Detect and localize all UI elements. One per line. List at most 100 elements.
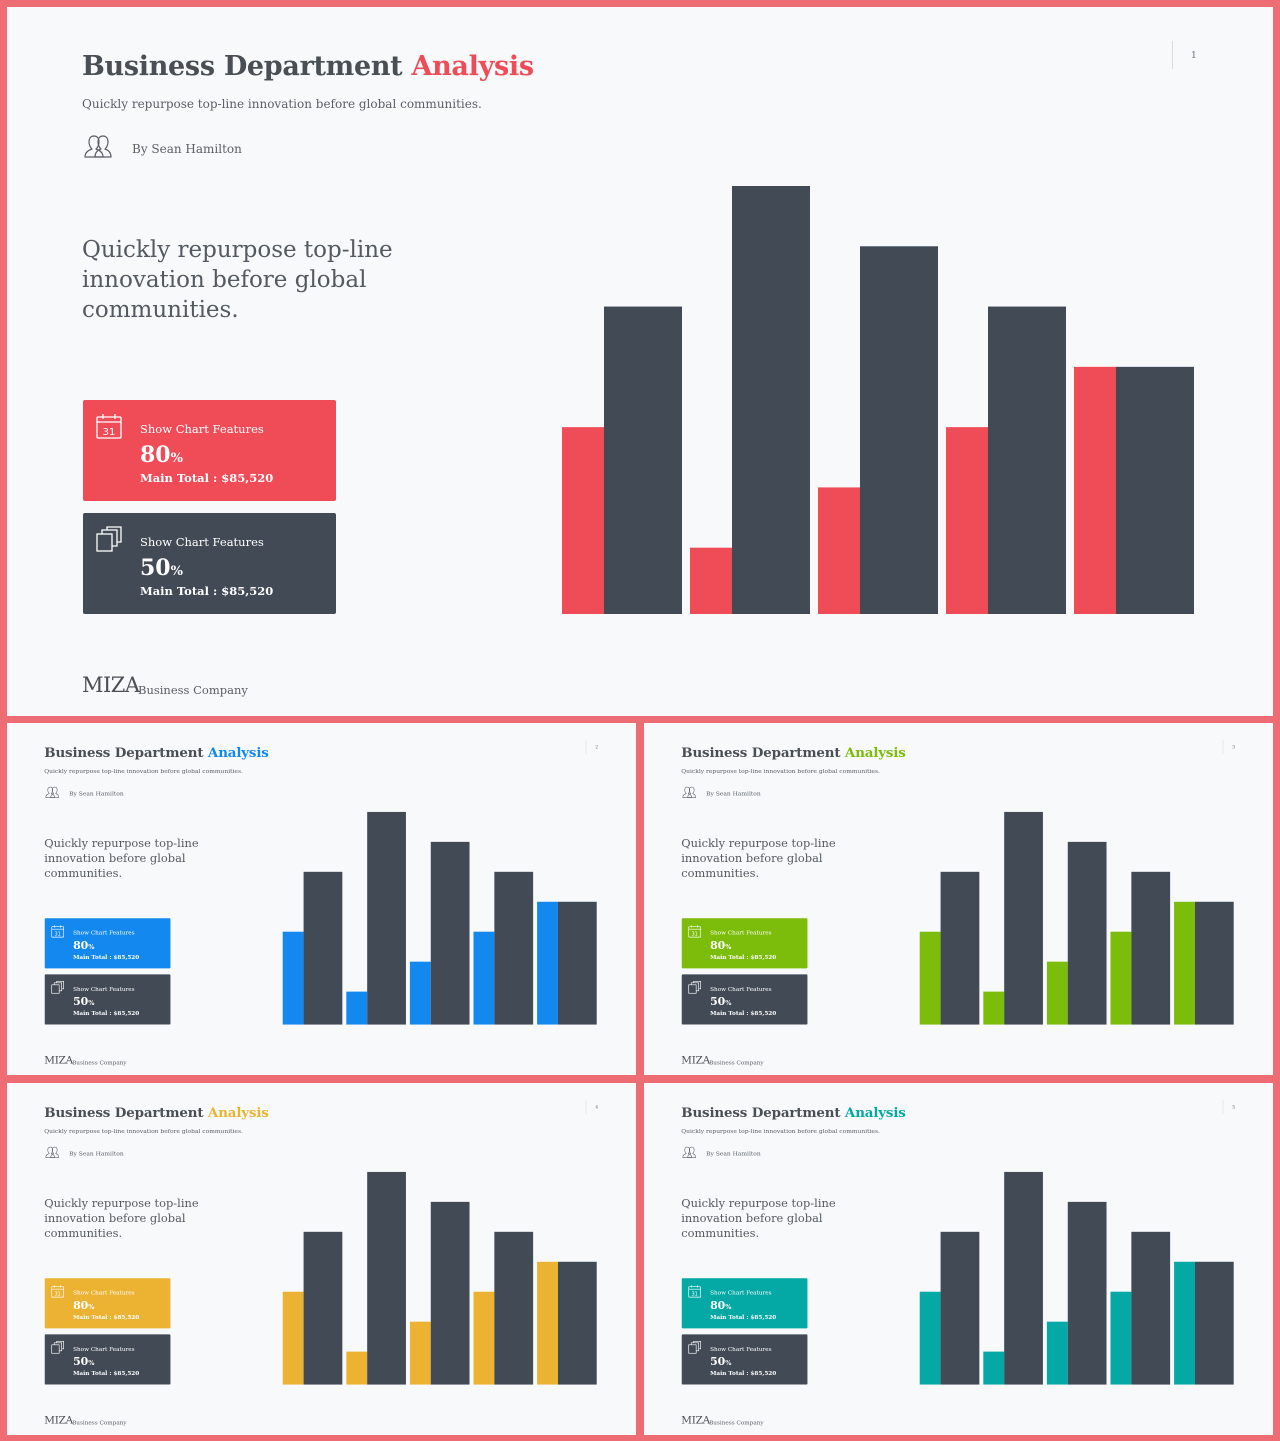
- card-label: Show Chart Features: [73, 985, 135, 993]
- bar-chart: [282, 1171, 597, 1385]
- bar-dark-5: [1194, 1261, 1234, 1385]
- bar-dark-2: [1004, 1171, 1043, 1385]
- slide-subtitle: Quickly repurpose top-line innovation be…: [82, 97, 482, 111]
- author-name: By Sean Hamilton: [706, 790, 761, 798]
- card-total: Main Total : $85,520: [140, 584, 274, 598]
- slide-content: Business Department Analysis Quickly rep…: [7, 723, 636, 1075]
- users-icon: [45, 786, 59, 798]
- feature-card-accent[interactable]: 31 Show Chart Features 80% Main Total : …: [681, 1278, 808, 1329]
- bar-accent-1: [562, 427, 604, 614]
- bar-dark-1: [303, 1231, 343, 1385]
- slide-2[interactable]: Business Department Analysis Quickly rep…: [7, 723, 636, 1075]
- bar-accent-4: [1110, 1291, 1132, 1385]
- bar-accent-4: [1110, 931, 1132, 1025]
- slide-subtitle: Quickly repurpose top-line innovation be…: [681, 767, 880, 775]
- author-name: By Sean Hamilton: [69, 790, 124, 798]
- card-label: Show Chart Features: [710, 1345, 772, 1353]
- card-value-number: 80: [710, 939, 726, 953]
- card-label: Show Chart Features: [710, 1289, 772, 1297]
- title-main: Business Department: [44, 744, 204, 761]
- bar-accent-4: [946, 427, 988, 614]
- slide-title: Business Department Analysis: [44, 1105, 269, 1120]
- feature-card-accent[interactable]: 31 Show Chart Features 80% Main Total : …: [44, 1278, 171, 1329]
- feature-card-accent[interactable]: 31 Show Chart Features 80% Main Total : …: [44, 918, 171, 969]
- company-name: Business Company: [72, 1418, 127, 1426]
- card-value-number: 50: [73, 995, 89, 1009]
- slide-3[interactable]: Business Department Analysis Quickly rep…: [644, 723, 1273, 1075]
- card-total: Main Total : $85,520: [73, 1009, 140, 1017]
- brand-logo: MIZA: [681, 1053, 710, 1066]
- bar-accent-3: [409, 961, 431, 1025]
- calendar-icon: 31: [688, 1285, 701, 1298]
- feature-card-dark[interactable]: Show Chart Features 50% Main Total : $85…: [681, 1334, 808, 1385]
- card-value: 80%: [73, 1299, 94, 1312]
- quote-text: Quickly repurpose top-line innovation be…: [82, 237, 393, 323]
- bar-accent-3: [1046, 1321, 1068, 1385]
- card-value-unit: %: [88, 1303, 95, 1312]
- bar-dark-3: [1067, 1201, 1107, 1385]
- bar-accent-5: [1174, 901, 1195, 1025]
- title-main: Business Department: [82, 51, 403, 82]
- card-value-unit: %: [725, 943, 732, 952]
- bar-accent-5: [537, 1261, 558, 1385]
- card-label: Show Chart Features: [710, 985, 772, 993]
- card-value-unit: %: [170, 564, 183, 579]
- slide-1[interactable]: Business Department Analysis Quickly rep…: [7, 7, 1273, 716]
- bar-dark-2: [367, 811, 406, 1025]
- card-label: Show Chart Features: [73, 1345, 135, 1353]
- bar-dark-5: [1116, 366, 1194, 614]
- card-value: 50%: [140, 555, 183, 581]
- bar-accent-2: [346, 1351, 368, 1385]
- card-value-number: 80: [73, 1299, 89, 1313]
- card-value-number: 80: [710, 1299, 726, 1313]
- users-icon: [682, 1146, 696, 1158]
- bar-accent-5: [537, 901, 558, 1025]
- feature-card-dark[interactable]: Show Chart Features 50% Main Total : $85…: [83, 513, 336, 614]
- quote-text: Quickly repurpose top-line innovation be…: [44, 837, 199, 880]
- slide-title: Business Department Analysis: [82, 51, 534, 82]
- card-label: Show Chart Features: [73, 1289, 135, 1297]
- page-divider: [1172, 41, 1173, 69]
- card-total: Main Total : $85,520: [710, 1313, 777, 1321]
- card-total: Main Total : $85,520: [140, 471, 274, 485]
- svg-text:31: 31: [103, 427, 116, 438]
- card-label: Show Chart Features: [140, 535, 264, 549]
- page-number: 5: [1232, 1104, 1236, 1110]
- bar-chart: [919, 811, 1234, 1025]
- bar-dark-4: [494, 871, 534, 1025]
- card-value: 80%: [140, 442, 183, 468]
- brand-logo: MIZA: [44, 1413, 73, 1426]
- bar-dark-1: [940, 871, 980, 1025]
- company-name: Business Company: [138, 683, 248, 697]
- card-total: Main Total : $85,520: [73, 1313, 140, 1321]
- slide-4[interactable]: Business Department Analysis Quickly rep…: [7, 1083, 636, 1435]
- bar-dark-4: [1131, 1231, 1171, 1385]
- slide-5[interactable]: Business Department Analysis Quickly rep…: [644, 1083, 1273, 1435]
- bar-dark-3: [1067, 841, 1107, 1025]
- users-icon: [682, 786, 696, 798]
- card-value-unit: %: [725, 999, 732, 1008]
- feature-card-accent[interactable]: 31 Show Chart Features 80% Main Total : …: [83, 400, 336, 501]
- bar-dark-5: [1194, 901, 1234, 1025]
- bar-accent-5: [1174, 1261, 1195, 1385]
- feature-card-dark[interactable]: Show Chart Features 50% Main Total : $85…: [44, 1334, 171, 1385]
- copy-icon: [688, 1341, 701, 1354]
- card-value-unit: %: [88, 943, 95, 952]
- bar-dark-5: [557, 1261, 597, 1385]
- users-icon: [84, 135, 112, 158]
- title-main: Business Department: [681, 1104, 841, 1121]
- brand-logo: MIZA: [44, 1053, 73, 1066]
- feature-card-accent[interactable]: 31 Show Chart Features 80% Main Total : …: [681, 918, 808, 969]
- bar-accent-3: [1046, 961, 1068, 1025]
- slide-title: Business Department Analysis: [44, 744, 269, 761]
- bar-dark-1: [940, 1231, 980, 1385]
- bar-dark-3: [860, 246, 938, 615]
- feature-card-dark[interactable]: Show Chart Features 50% Main Total : $85…: [681, 974, 808, 1025]
- feature-card-dark[interactable]: Show Chart Features 50% Main Total : $85…: [44, 974, 171, 1025]
- slide-title: Business Department Analysis: [681, 1104, 906, 1121]
- card-value-unit: %: [88, 999, 95, 1008]
- card-value-number: 80: [140, 442, 171, 468]
- card-label: Show Chart Features: [73, 929, 135, 937]
- bar-accent-3: [409, 1321, 431, 1385]
- bar-accent-4: [473, 1291, 495, 1385]
